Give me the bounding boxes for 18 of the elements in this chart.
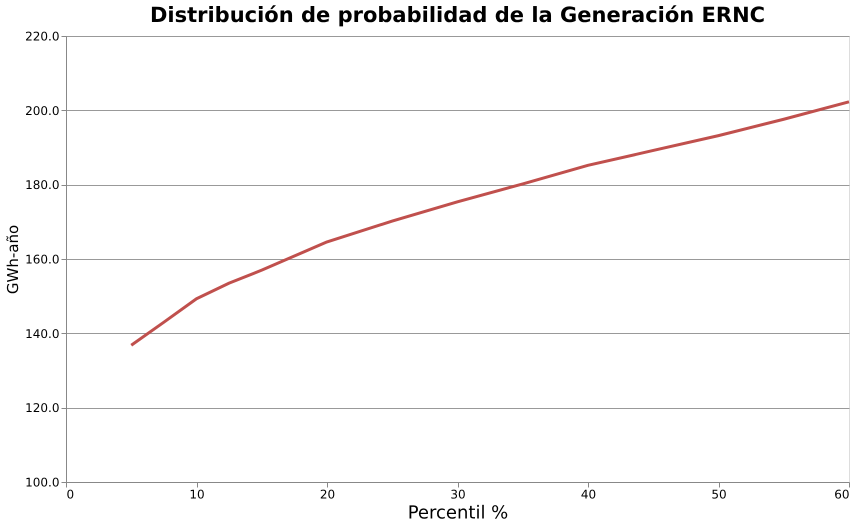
y-tick-label: 120.0	[25, 401, 60, 416]
x-tick-label: 40	[580, 488, 596, 502]
y-tick-label: 140.0	[25, 326, 60, 341]
y-tick-label: 100.0	[25, 476, 60, 490]
y-tick-label: 200.0	[25, 104, 60, 118]
y-tick-label: 160.0	[25, 252, 60, 266]
x-tick-label: 10	[189, 488, 205, 502]
x-tick-label: 0	[66, 488, 74, 502]
x-axis-title: Percentil %	[408, 502, 508, 524]
x-tick-label: 20	[320, 488, 336, 502]
line-series	[130, 100, 850, 347]
chart-title: Distribución de probabilidad de la Generación ERNC	[150, 3, 766, 27]
y-tick-label: 180.0	[25, 178, 60, 192]
x-tick-label: 60	[834, 488, 850, 502]
x-tick-label: 50	[711, 488, 727, 502]
x-tick-label: 30	[450, 488, 466, 502]
y-axis-title: GWh-año	[4, 224, 22, 294]
y-tick-label: 220.0	[25, 30, 60, 44]
